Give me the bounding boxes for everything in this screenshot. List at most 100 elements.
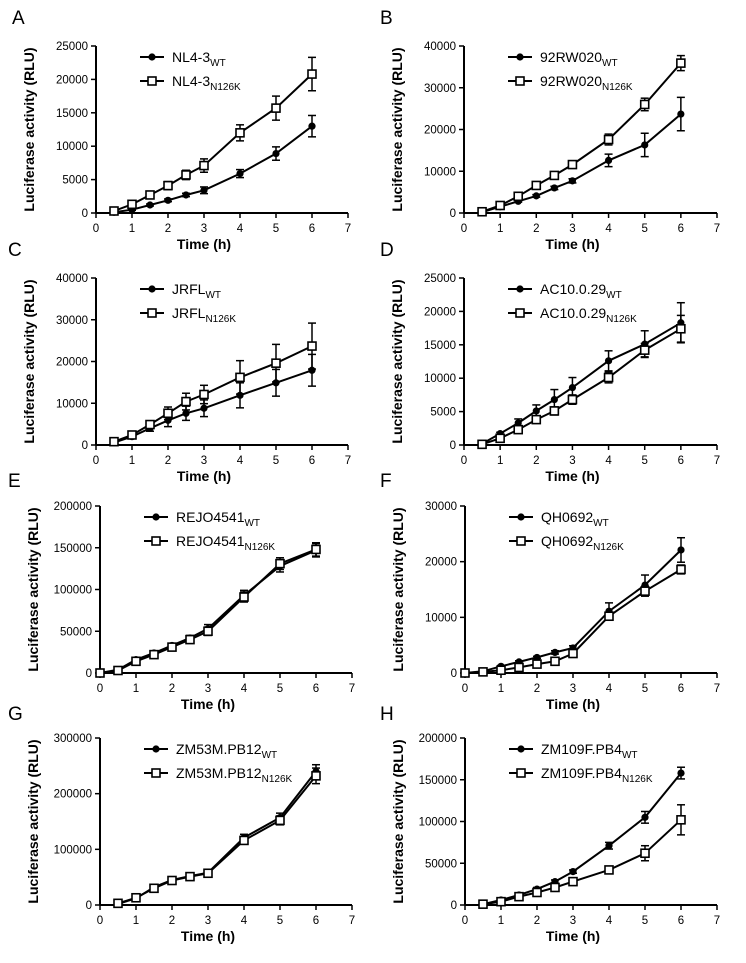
y-axis-title: Luciferase activity (RLU): [390, 507, 406, 671]
data-point-n126k: [113, 665, 123, 676]
legend-label-name: QH0692: [541, 533, 593, 549]
data-point-wt: [568, 177, 577, 185]
legend-entry-wt: ZM109F.PB4WT: [509, 741, 637, 761]
legend-label: JRFLWT: [172, 281, 221, 301]
legend-label-name: JRFL: [172, 281, 206, 297]
series-line: [482, 772, 682, 906]
x-axis-title: Time (h): [546, 696, 600, 712]
legend-marker: [147, 76, 157, 86]
legend-marker: [148, 53, 156, 61]
x-tick-label: 3: [570, 915, 576, 927]
legend-label: ZM53M.PB12N126K: [176, 765, 293, 785]
data-point-n126k: [199, 160, 209, 171]
series-line: [113, 125, 313, 214]
x-tick-label: 3: [569, 223, 575, 235]
data-point-n126k: [514, 662, 524, 673]
data-point-n126k: [109, 436, 119, 447]
y-tick-label: 10000: [425, 612, 457, 624]
legend-label: 92RW020N126K: [540, 73, 633, 93]
data-point-wt: [568, 383, 577, 392]
data-point-n126k: [163, 180, 173, 191]
data-point-n126k: [567, 159, 578, 170]
data-point-wt: [146, 201, 154, 209]
y-tick-label: 25000: [56, 41, 88, 53]
data-point-n126k: [549, 406, 560, 416]
y-tick-label: 15000: [56, 108, 88, 120]
legend-label: JRFLN126K: [172, 305, 236, 325]
legend-label-name: ZM53M.PB12: [176, 765, 262, 781]
legend-label-name: 92RW020: [540, 49, 602, 65]
x-tick-label: 7: [714, 915, 720, 927]
data-point-n126k: [513, 191, 524, 202]
series-n126k: [95, 541, 321, 678]
data-point-n126k: [167, 875, 177, 886]
data-point-wt: [641, 813, 649, 821]
data-point-wt: [677, 546, 685, 554]
legend-marker: [516, 768, 526, 778]
y-tick-label: 40000: [56, 273, 88, 285]
x-tick-label: 7: [714, 455, 720, 467]
legend-label-name: JRFL: [172, 305, 206, 321]
data-point-n126k: [477, 206, 487, 217]
y-tick-label: 0: [451, 900, 457, 912]
x-tick-label: 4: [605, 455, 612, 467]
data-point-wt: [604, 357, 613, 365]
data-point-n126k: [95, 668, 105, 678]
data-point-n126k: [131, 892, 141, 903]
data-point-n126k: [199, 389, 209, 400]
x-tick-label: 1: [129, 455, 135, 467]
series-n126k: [109, 56, 317, 216]
x-tick-label: 6: [678, 683, 684, 695]
legend-entry-n126k: QH0692N126K: [509, 533, 624, 553]
data-point-wt: [164, 416, 172, 424]
y-tick-label: 0: [86, 900, 92, 912]
series-line: [113, 73, 313, 212]
data-point-n126k: [235, 128, 245, 138]
data-point-n126k: [640, 586, 650, 596]
series-wt: [478, 301, 685, 448]
x-tick-label: 2: [169, 683, 175, 695]
legend-marker: [152, 513, 160, 521]
data-point-wt: [550, 184, 558, 192]
x-tick-label: 0: [461, 223, 467, 235]
x-tick-label: 5: [642, 915, 648, 927]
x-tick-label: 2: [165, 455, 171, 467]
legend-label-name: AC10.0.29: [540, 281, 606, 297]
y-tick-label: 200000: [54, 789, 92, 801]
data-point-n126k: [149, 649, 159, 660]
y-tick-label: 5000: [430, 407, 456, 419]
data-point-n126k: [181, 170, 191, 180]
y-tick-label: 15000: [424, 340, 456, 352]
data-point-n126k: [460, 668, 470, 678]
legend-entry-wt: AC10.0.29WT: [508, 281, 622, 301]
series-line: [464, 568, 682, 674]
legend-label-subscript: N126K: [622, 774, 653, 785]
data-point-wt: [532, 192, 540, 200]
data-point-n126k: [495, 200, 505, 211]
series-wt: [96, 542, 320, 677]
legend-label-subscript: N126K: [205, 314, 236, 325]
legend-entry-n126k: REJO4541N126K: [144, 533, 275, 553]
legend-label-subscript: WT: [622, 750, 638, 761]
legend-label: AC10.0.29WT: [540, 281, 622, 301]
data-point-wt: [551, 648, 559, 657]
x-tick-label: 6: [309, 223, 315, 235]
panel-letter: G: [8, 704, 23, 725]
y-axis-title: Luciferase activity (RLU): [389, 279, 405, 443]
data-point-n126k: [235, 372, 245, 383]
x-tick-label: 5: [277, 683, 283, 695]
x-tick-label: 3: [205, 683, 211, 695]
data-point-n126k: [203, 626, 213, 637]
x-axis-title: Time (h): [546, 928, 600, 944]
y-tick-label: 20000: [424, 125, 456, 137]
data-point-n126k: [532, 887, 542, 898]
data-point-n126k: [676, 323, 686, 334]
panel-letter: C: [8, 240, 22, 261]
legend-marker: [515, 308, 525, 318]
x-tick-label: 1: [133, 683, 139, 695]
y-tick-label: 20000: [425, 557, 457, 569]
legend-label-name: NL4-3: [172, 49, 210, 65]
legend-label-subscript: WT: [606, 290, 622, 301]
legend-entry-n126k: NL4-3N126K: [140, 73, 241, 93]
